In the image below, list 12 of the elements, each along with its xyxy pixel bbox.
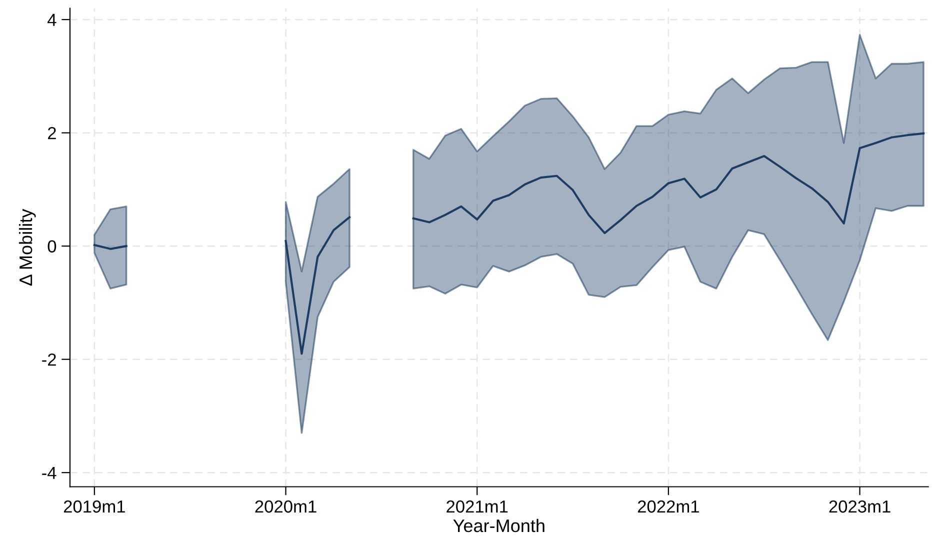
x-tick-label: 2019m1 bbox=[64, 500, 125, 513]
x-tick-label: 2020m1 bbox=[255, 500, 316, 513]
y-tick-label: 0 bbox=[48, 240, 56, 253]
y-tick-label: 4 bbox=[48, 14, 56, 26]
x-tick-label: 2023m1 bbox=[829, 500, 890, 513]
y-axis-title: Δ Mobility bbox=[18, 208, 36, 286]
x-axis-title: Year-Month bbox=[453, 518, 544, 532]
x-tick-label: 2022m1 bbox=[638, 500, 699, 513]
y-tick-label: -4 bbox=[42, 466, 56, 479]
y-tick-label: -2 bbox=[42, 354, 56, 366]
x-tick-label: 2021m1 bbox=[446, 500, 508, 513]
y-tick-label: 2 bbox=[48, 127, 56, 140]
